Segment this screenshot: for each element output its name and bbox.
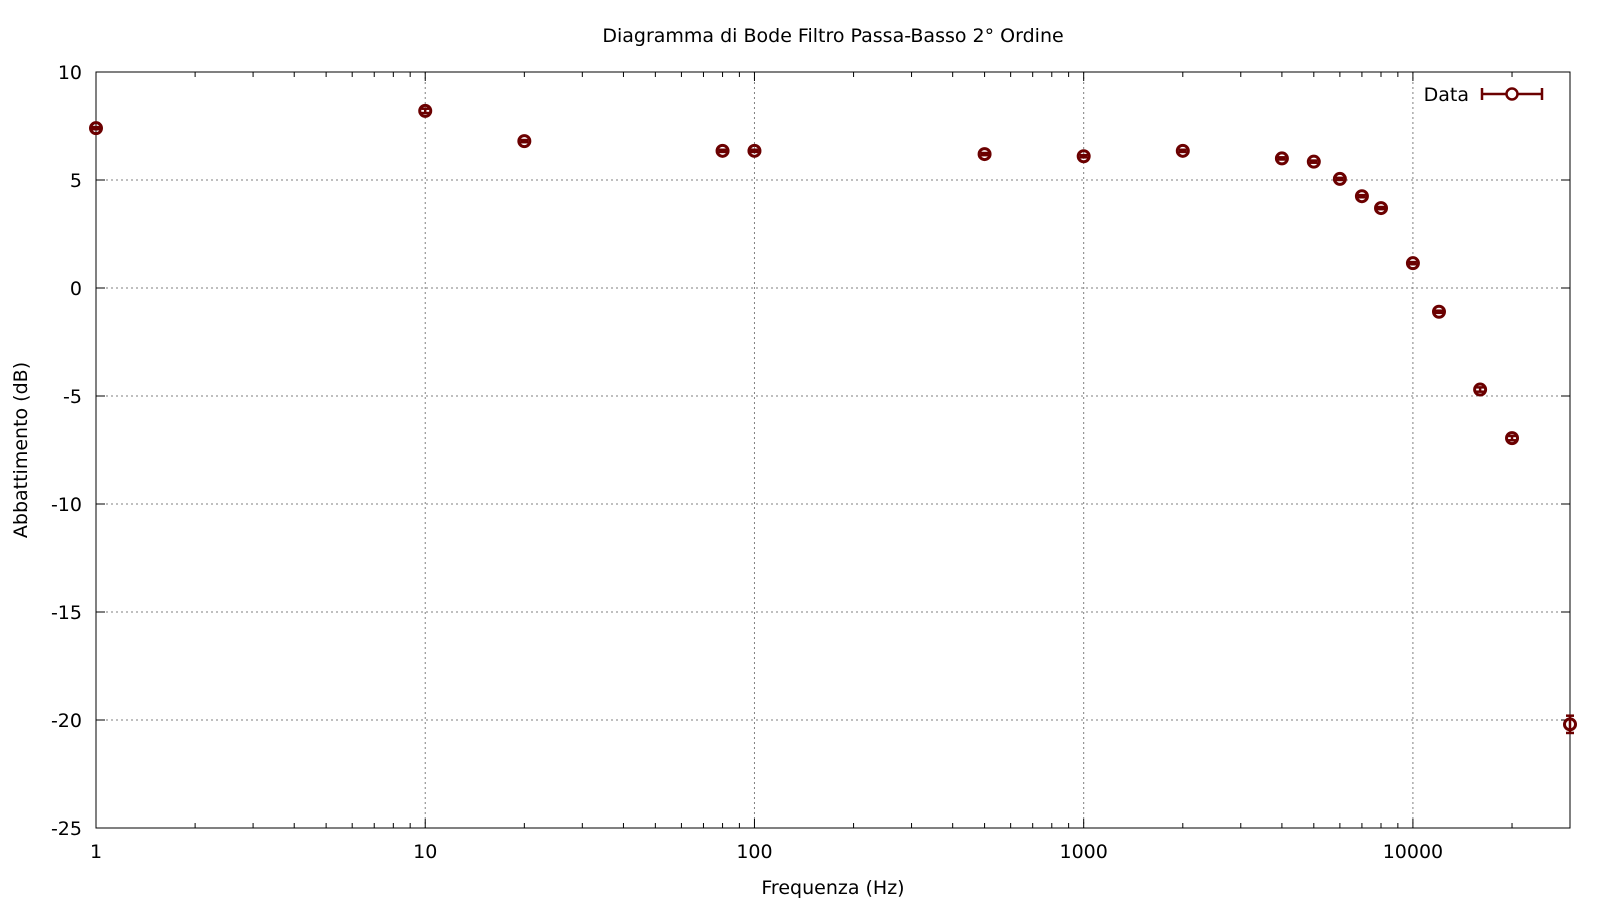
plot-frame: [95, 71, 1571, 829]
data-point: [747, 143, 762, 158]
data-point: [1175, 143, 1190, 158]
x-tick-label: 10000: [1383, 841, 1443, 863]
point-marker: [1473, 382, 1488, 397]
data-point: [1473, 382, 1488, 397]
point-marker: [1076, 149, 1091, 164]
x-tick-label: 1000: [1060, 841, 1108, 863]
y-tick-label: 0: [70, 278, 82, 300]
data-point: [1563, 714, 1577, 735]
minor-ticks: [194, 72, 1571, 828]
data-point: [418, 103, 433, 118]
point-marker: [747, 143, 762, 158]
point-marker: [977, 147, 992, 162]
point-marker: [1306, 154, 1321, 169]
point-marker: [1332, 171, 1347, 186]
point-marker: [1175, 143, 1190, 158]
data-point: [1354, 189, 1369, 204]
point-marker: [1374, 201, 1389, 216]
legend-sample-marker: [1480, 87, 1544, 101]
legend-marker: [1505, 87, 1519, 101]
data-point: [1332, 171, 1347, 186]
point-marker: [1563, 717, 1577, 732]
x-tick-label: 1: [90, 841, 102, 863]
y-axis-ticks: -25 -20 -15 -10 -5 0 5 10: [51, 62, 1570, 840]
point-marker: [1354, 189, 1369, 204]
point-marker: [1431, 304, 1446, 319]
data-point: [977, 147, 992, 162]
y-tick-label: -25: [51, 818, 82, 840]
x-tick-label: 100: [736, 841, 772, 863]
legend: Data: [1424, 84, 1544, 106]
y-tick-label: -20: [51, 710, 82, 732]
point-marker: [1274, 151, 1289, 166]
data-point: [1274, 151, 1289, 166]
data-point: [1374, 201, 1389, 216]
point-marker: [517, 134, 532, 149]
point-marker: [89, 121, 103, 136]
y-tick-label: -10: [51, 494, 82, 516]
x-axis-label: Frequenza (Hz): [761, 877, 904, 899]
chart-title: Diagramma di Bode Filtro Passa-Basso 2° …: [602, 25, 1063, 47]
point-marker: [715, 143, 730, 158]
x-axis-ticks: 1 10 100 1000 10000: [90, 72, 1443, 863]
data-points: [89, 103, 1577, 735]
data-point: [1076, 149, 1091, 164]
data-point: [715, 143, 730, 158]
y-axis-label: Abbattimento (dB): [10, 362, 32, 538]
data-point: [517, 134, 532, 149]
grid: [96, 72, 1570, 828]
legend-label: Data: [1424, 84, 1469, 106]
data-point: [1505, 431, 1520, 446]
y-tick-label: 10: [58, 62, 82, 84]
point-marker: [1505, 431, 1520, 446]
point-marker: [1405, 256, 1420, 271]
y-tick-label: -15: [51, 602, 82, 624]
y-tick-label: 5: [70, 170, 82, 192]
point-marker: [418, 103, 433, 118]
x-tick-label: 10: [413, 841, 437, 863]
data-point: [1405, 256, 1420, 271]
data-point: [89, 121, 103, 136]
data-point: [1306, 154, 1321, 169]
y-tick-label: -5: [63, 386, 82, 408]
data-point: [1431, 304, 1446, 319]
